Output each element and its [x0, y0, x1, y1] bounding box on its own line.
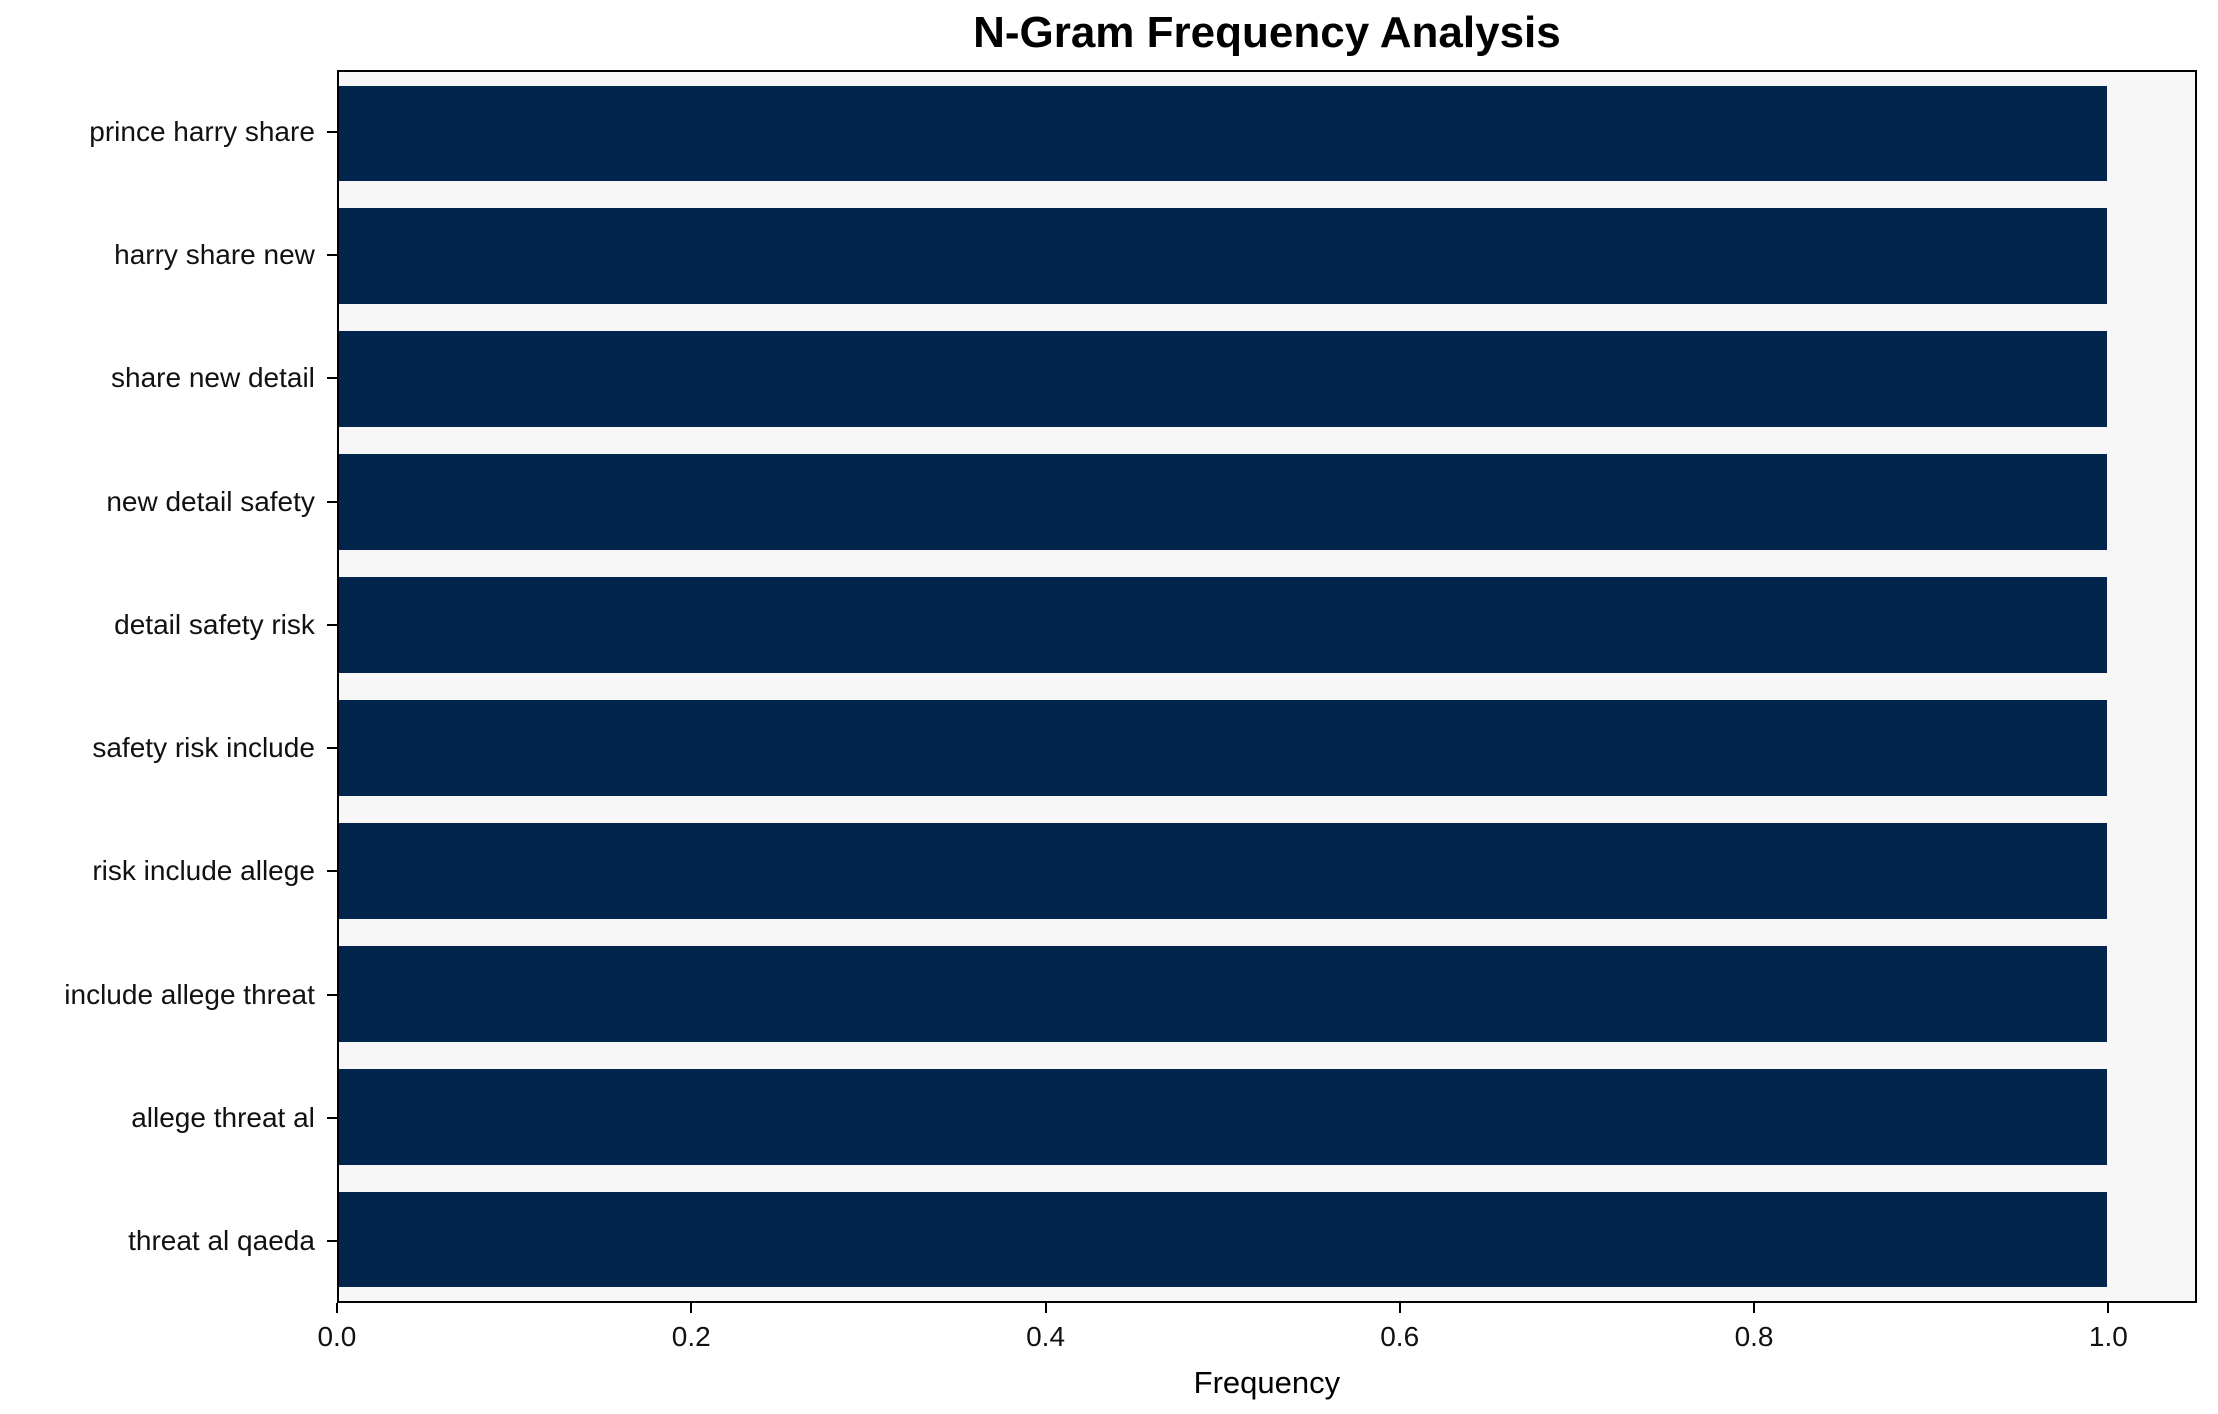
- bar: [338, 454, 2107, 551]
- x-tick-mark: [1398, 1303, 1401, 1313]
- plot-area: [336, 69, 2197, 1303]
- bar: [338, 1068, 2107, 1165]
- x-tick-label: 0.0: [317, 1321, 357, 1352]
- bar: [338, 577, 2107, 673]
- bar: [338, 1191, 2107, 1288]
- y-tick-label: detail safety risk: [114, 608, 315, 640]
- y-tick-mark: [326, 1240, 337, 1243]
- y-tick-label: risk include allege: [92, 855, 315, 887]
- y-tick-mark: [326, 747, 337, 750]
- x-tick-mark: [1044, 1303, 1047, 1313]
- y-tick-mark: [326, 500, 337, 503]
- x-axis-label: Frequency: [1193, 1365, 1341, 1400]
- bar: [338, 85, 2107, 182]
- x-tick-label: 0.4: [1026, 1321, 1066, 1352]
- bar: [338, 700, 2107, 796]
- bar: [338, 208, 2107, 305]
- x-axis-ticks: 0.0 0.2 0.4 0.6 0.8 1.0: [317, 1303, 2197, 1373]
- y-tick-label: safety risk include: [92, 732, 315, 764]
- y-tick-label: allege threat al: [131, 1102, 315, 1134]
- y-axis-tick-marks: [326, 70, 337, 1303]
- x-tick-mark: [690, 1303, 693, 1313]
- y-tick-label: share new detail: [111, 362, 315, 394]
- bar: [338, 822, 2107, 919]
- x-tick-label: 0.8: [1734, 1321, 1774, 1352]
- y-tick-mark: [326, 377, 337, 380]
- y-tick-mark: [326, 130, 337, 133]
- chart-title: N-Gram Frequency Analysis: [973, 8, 1561, 57]
- x-tick-mark: [2107, 1303, 2110, 1313]
- bar: [338, 331, 2107, 428]
- y-tick-mark: [326, 253, 337, 256]
- y-tick-label: include allege threat: [64, 978, 315, 1010]
- y-tick-label: prince harry share: [89, 115, 315, 147]
- bar: [338, 945, 2107, 1042]
- y-tick-mark: [326, 1117, 337, 1120]
- y-tick-label: harry share new: [114, 238, 315, 270]
- y-tick-mark: [326, 993, 337, 996]
- y-tick-label: new detail safety: [106, 485, 315, 517]
- y-axis-labels: prince harry share harry share new share n…: [0, 70, 315, 1303]
- x-tick-mark: [335, 1303, 338, 1313]
- y-tick-mark: [326, 870, 337, 873]
- y-tick-mark: [326, 623, 337, 626]
- x-tick-label: 1.0: [2088, 1321, 2128, 1352]
- y-tick-label: threat al qaeda: [128, 1225, 315, 1257]
- x-tick-label: 0.6: [1380, 1321, 1420, 1352]
- x-tick-mark: [1753, 1303, 1756, 1313]
- x-tick-label: 0.2: [671, 1321, 711, 1352]
